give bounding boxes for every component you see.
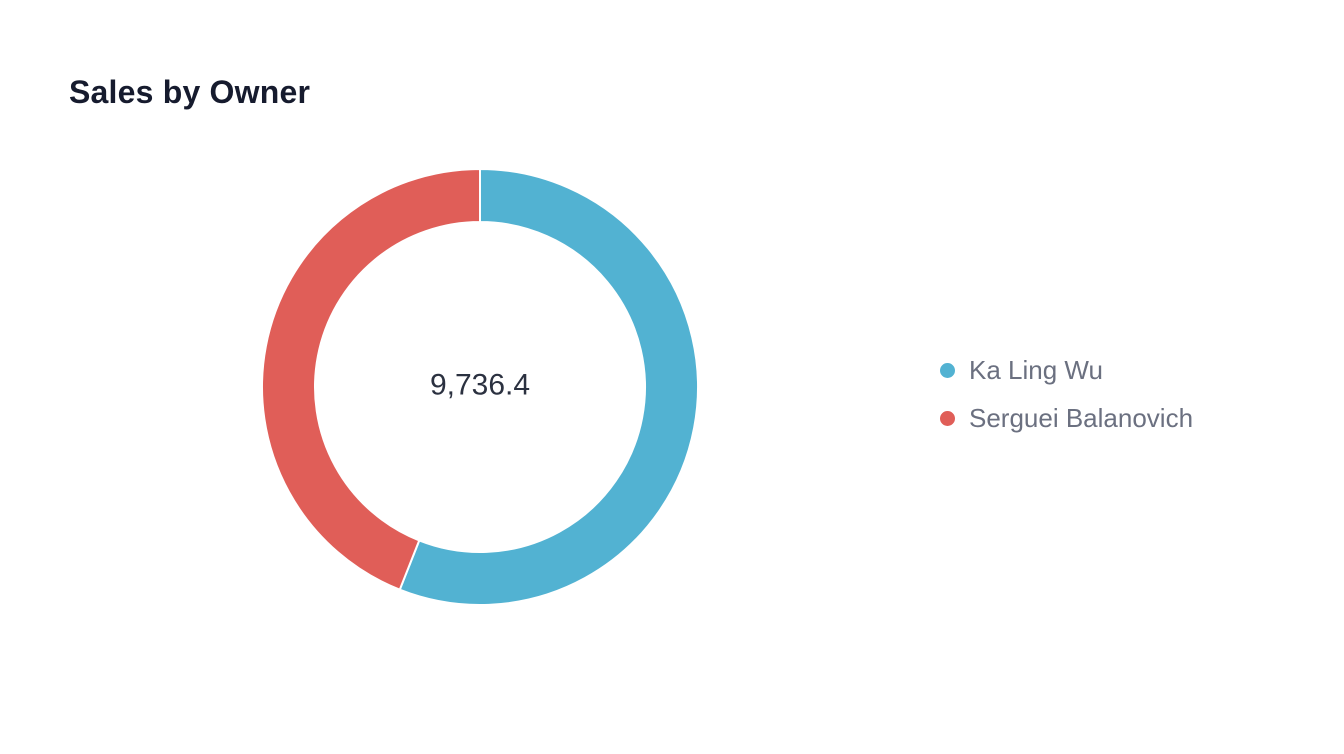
chart-legend: Ka Ling Wu Serguei Balanovich — [940, 346, 1193, 442]
center-total-label: 9,736.4 — [430, 369, 530, 402]
legend-item-serguei-balanovich[interactable]: Serguei Balanovich — [940, 394, 1193, 442]
donut-slice-serguei-balanovich[interactable] — [261, 167, 481, 591]
legend-item-ka-ling-wu[interactable]: Ka Ling Wu — [940, 346, 1193, 394]
chart-title: Sales by Owner — [69, 74, 311, 110]
donut-slices — [261, 167, 699, 606]
legend-label: Serguei Balanovich — [969, 402, 1194, 433]
legend-dot-serguei-balanovich — [940, 410, 955, 426]
donut-slice-ka-ling-wu[interactable] — [398, 167, 699, 606]
legend-label: Ka Ling Wu — [969, 354, 1103, 385]
legend-dot-ka-ling-wu — [940, 362, 955, 378]
